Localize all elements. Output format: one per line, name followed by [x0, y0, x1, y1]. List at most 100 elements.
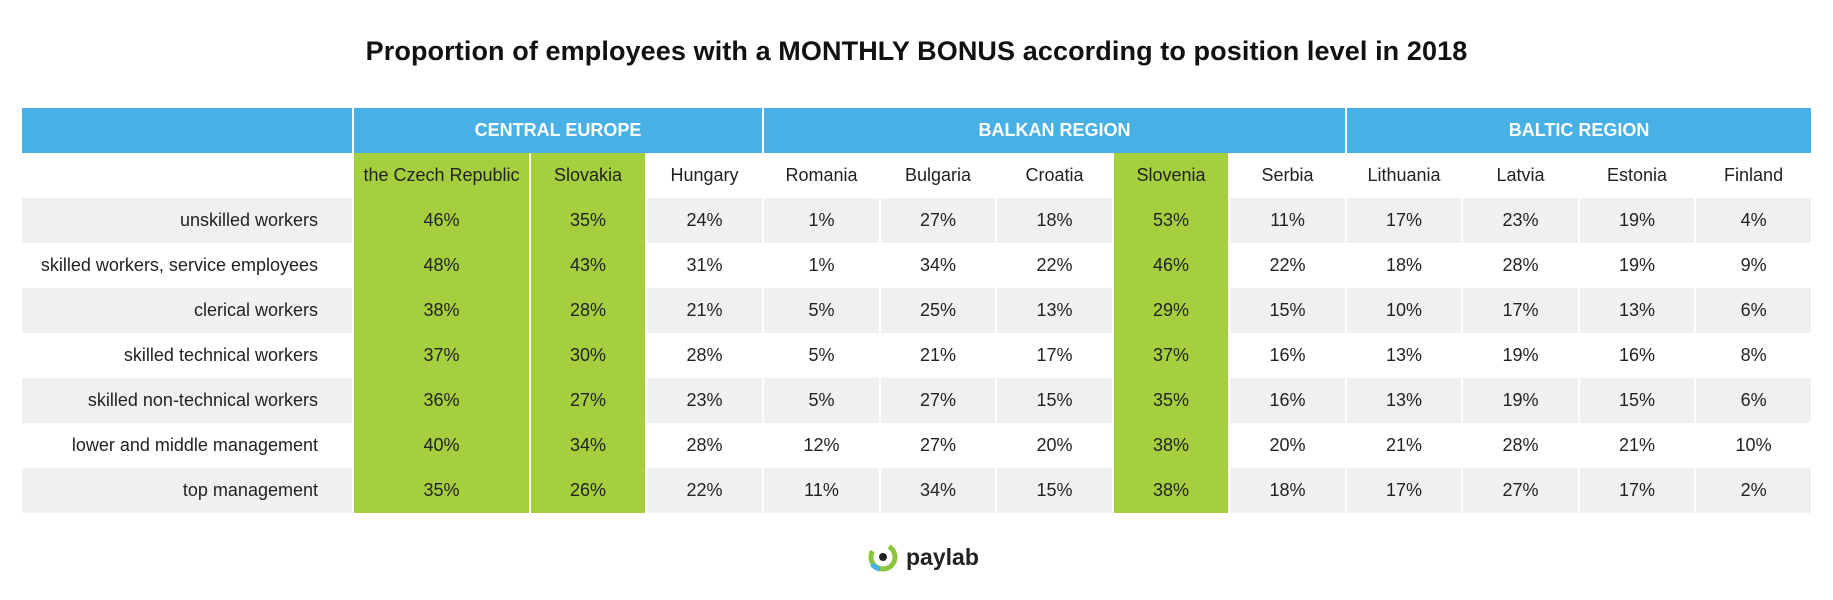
table-cell: 27% [879, 378, 996, 423]
table-cell: 34% [529, 423, 645, 468]
table-cell: 13% [1578, 288, 1695, 333]
table-cell: 6% [1694, 288, 1812, 333]
region-header-central-europe: CENTRAL EUROPE [352, 108, 763, 153]
table-cell: 21% [1345, 423, 1462, 468]
table-cell: 28% [645, 333, 763, 378]
brand-name: paylab [906, 543, 979, 570]
row-label: skilled non-technical workers [22, 378, 352, 423]
row-label: skilled technical workers [22, 333, 352, 378]
table-cell: 48% [352, 243, 529, 288]
table-cell: 22% [1228, 243, 1346, 288]
table-cell: 17% [1345, 198, 1462, 243]
table-cell: 17% [995, 333, 1113, 378]
table-cell: 5% [762, 288, 880, 333]
table-cell: 16% [1228, 333, 1346, 378]
column-header-finland: Finland [1694, 153, 1812, 198]
table-cell: 12% [762, 423, 880, 468]
paylab-logo-icon [868, 542, 898, 572]
table-cell: 53% [1112, 198, 1229, 243]
table-cell: 13% [1345, 333, 1462, 378]
table-cell: 11% [762, 468, 880, 513]
table-cell: 38% [1112, 423, 1229, 468]
column-header-lithuania: Lithuania [1345, 153, 1462, 198]
column-header-estonia: Estonia [1578, 153, 1695, 198]
paylab-logo: paylab [866, 539, 979, 575]
table-cell: 15% [995, 468, 1113, 513]
table-cell: 15% [1228, 288, 1346, 333]
table-row: skilled non-technical workers 36% 27% 23% 5%… [22, 378, 1812, 423]
table-cell: 26% [529, 468, 645, 513]
region-header-blank [22, 108, 352, 153]
table-cell: 16% [1228, 378, 1346, 423]
table-cell: 8% [1694, 333, 1812, 378]
row-label: top management [22, 468, 352, 513]
region-header-balkan-region: BALKAN REGION [762, 108, 1346, 153]
table-cell: 27% [879, 198, 996, 243]
table-cell: 1% [762, 243, 880, 288]
table-cell: 29% [1112, 288, 1229, 333]
table-cell: 13% [1345, 378, 1462, 423]
table-cell: 17% [1578, 468, 1695, 513]
table-cell: 22% [995, 243, 1113, 288]
row-label: lower and middle management [22, 423, 352, 468]
table-cell: 19% [1461, 333, 1579, 378]
table-cell: 25% [879, 288, 996, 333]
table-cell: 5% [762, 333, 880, 378]
table-cell: 9% [1694, 243, 1812, 288]
table-cell: 46% [1112, 243, 1229, 288]
table-cell: 18% [995, 198, 1113, 243]
region-header-row: CENTRAL EUROPE BALKAN REGION BALTIC REGION [22, 108, 1812, 153]
bonus-table: CENTRAL EUROPE BALKAN REGION BALTIC REGION… [22, 108, 1812, 513]
table-cell: 37% [1112, 333, 1229, 378]
table-cell: 28% [1461, 243, 1579, 288]
column-header-slovakia: Slovakia [529, 153, 645, 198]
table-cell: 38% [1112, 468, 1229, 513]
table-cell: 6% [1694, 378, 1812, 423]
table-cell: 17% [1461, 288, 1579, 333]
row-label: skilled workers, service employees [22, 243, 352, 288]
table-cell: 43% [529, 243, 645, 288]
table-cell: 22% [645, 468, 763, 513]
column-header-the-czech-republic: the Czech Republic [352, 153, 529, 198]
table-cell: 15% [1578, 378, 1695, 423]
table-cell: 30% [529, 333, 645, 378]
table-cell: 16% [1578, 333, 1695, 378]
table-cell: 35% [1112, 378, 1229, 423]
table-cell: 27% [879, 423, 996, 468]
table-cell: 28% [1461, 423, 1579, 468]
table-cell: 46% [352, 198, 529, 243]
table-cell: 35% [352, 468, 529, 513]
chart-title: Proportion of employees with a MONTHLY B… [365, 36, 1468, 66]
table-cell: 24% [645, 198, 763, 243]
table-row: top management 35% 26% 22% 11% 34% 15% 38% 18% 17… [22, 468, 1812, 513]
table-cell: 37% [352, 333, 529, 378]
table-cell: 23% [645, 378, 763, 423]
table-cell: 34% [879, 468, 996, 513]
table-cell: 28% [529, 288, 645, 333]
table-cell: 1% [762, 198, 880, 243]
table-cell: 18% [1228, 468, 1346, 513]
column-header-slovenia: Slovenia [1112, 153, 1229, 198]
table-row: unskilled workers 46% 35% 24% 1% 27% 18% 53% 11%… [22, 198, 1812, 243]
column-header-hungary: Hungary [645, 153, 763, 198]
table-cell: 11% [1228, 198, 1346, 243]
column-header-serbia: Serbia [1228, 153, 1346, 198]
table-cell: 28% [645, 423, 763, 468]
table-cell: 36% [352, 378, 529, 423]
table-cell: 20% [1228, 423, 1346, 468]
table-cell: 19% [1461, 378, 1579, 423]
table-row: skilled workers, service employees 48% 43%… [22, 243, 1812, 288]
region-header-baltic-region: BALTIC REGION [1345, 108, 1812, 153]
table-cell: 15% [995, 378, 1113, 423]
table-cell: 31% [645, 243, 763, 288]
column-header-croatia: Croatia [995, 153, 1113, 198]
table-cell: 18% [1345, 243, 1462, 288]
table-cell: 10% [1694, 423, 1812, 468]
table-cell: 35% [529, 198, 645, 243]
table-cell: 20% [995, 423, 1113, 468]
table-cell: 40% [352, 423, 529, 468]
row-label: unskilled workers [22, 198, 352, 243]
table-cell: 27% [1461, 468, 1579, 513]
table-cell: 21% [645, 288, 763, 333]
row-label-header-blank [22, 153, 352, 198]
